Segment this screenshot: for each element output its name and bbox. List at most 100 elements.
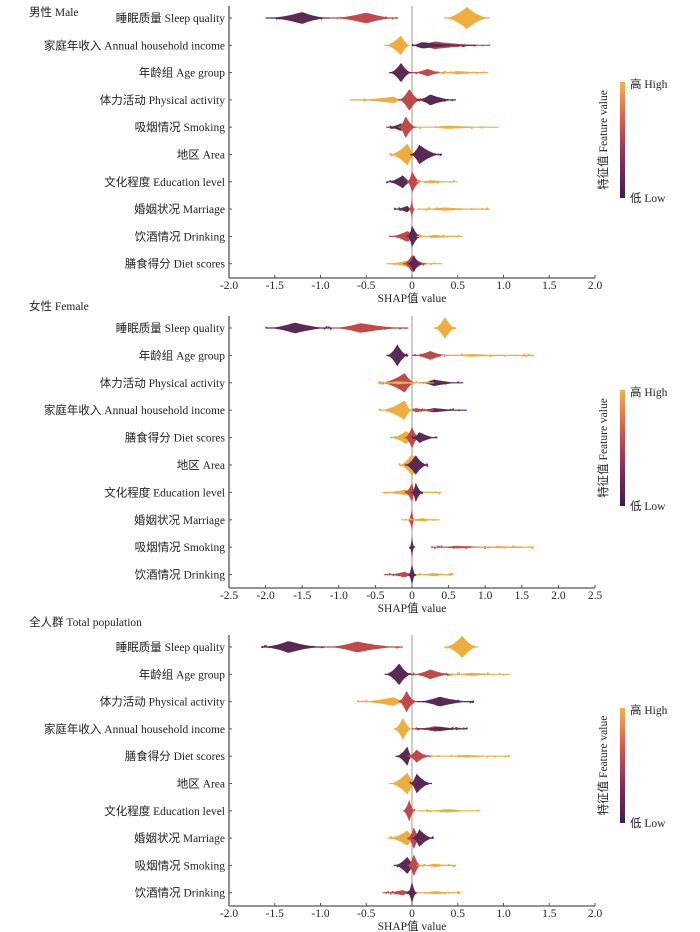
- shap-point: [426, 208, 428, 211]
- shap-point: [393, 836, 396, 838]
- shap-point: [381, 382, 384, 385]
- feature-label: 婚姻状况 Marriage: [134, 202, 225, 216]
- shap-point: [391, 17, 394, 20]
- shap-point: [389, 180, 392, 182]
- shap-point: [424, 836, 426, 838]
- shap-point: [400, 125, 403, 128]
- shap-point: [451, 573, 454, 575]
- swarm-segment-mid: [329, 12, 399, 24]
- shap-point: [443, 234, 445, 237]
- shap-point: [449, 71, 452, 73]
- shap-point: [394, 492, 396, 495]
- shap-point: [442, 99, 444, 102]
- swarm-segment-mid: [412, 351, 449, 360]
- shap-point: [378, 326, 381, 329]
- x-tick-label: -0.5: [357, 908, 375, 920]
- swarm-segment-high: [441, 354, 535, 357]
- feature-label: 婚姻状况 Marriage: [134, 831, 225, 845]
- shap-point: [437, 545, 439, 548]
- swarm-segment-high: [439, 71, 488, 75]
- shap-point: [312, 16, 314, 19]
- shap-point: [405, 181, 408, 184]
- shap-point: [406, 98, 409, 101]
- swarm-segment-high: [379, 381, 434, 385]
- feature-swarm: [395, 746, 510, 766]
- feature-swarm: [386, 255, 443, 273]
- x-axis-label: SHAP值 value: [378, 292, 447, 305]
- shap-point: [432, 235, 434, 237]
- shap-point: [404, 44, 406, 47]
- shap-point: [395, 837, 398, 840]
- shap-point: [387, 99, 390, 101]
- shap-point: [402, 207, 405, 210]
- shap-point: [261, 646, 264, 649]
- shap-point: [321, 646, 323, 649]
- shap-point: [469, 701, 472, 704]
- shap-point: [438, 546, 441, 548]
- swarm-segment-high: [416, 180, 458, 184]
- shap-point: [363, 328, 366, 330]
- shap-point: [436, 235, 438, 238]
- shap-point: [394, 728, 397, 731]
- shap-point: [411, 863, 413, 866]
- shap-point: [414, 236, 417, 238]
- shap-point: [420, 465, 423, 467]
- shap-point: [412, 700, 415, 703]
- shap-point: [430, 45, 433, 47]
- shap-point: [398, 125, 401, 128]
- shap-point: [432, 519, 434, 521]
- feature-swarm: [393, 854, 456, 876]
- shap-point: [437, 892, 440, 894]
- feature-swarm: [398, 454, 429, 476]
- shap-point: [395, 17, 398, 19]
- shap-point: [414, 892, 417, 895]
- shap-point: [295, 327, 298, 329]
- shap-point: [450, 728, 453, 731]
- feature-swarm: [261, 636, 478, 658]
- shap-point: [475, 16, 477, 19]
- shap-point: [401, 208, 404, 211]
- shap-point: [411, 125, 414, 128]
- shap-point: [308, 327, 310, 330]
- shap-point: [394, 437, 397, 439]
- shap-point: [470, 127, 473, 129]
- shap-point: [476, 809, 479, 812]
- shap-point: [421, 436, 424, 439]
- feature-swarm: [356, 690, 475, 713]
- shap-point: [395, 70, 398, 73]
- shap-point: [415, 436, 418, 438]
- shap-point: [457, 755, 460, 758]
- shap-point: [457, 699, 460, 702]
- panel-title: 女性 Female: [29, 299, 89, 313]
- feature-swarm: [386, 170, 458, 193]
- shap-point: [451, 674, 453, 677]
- shap-point: [402, 436, 405, 439]
- shap-point: [439, 99, 441, 102]
- shap-point: [465, 547, 468, 549]
- shap-point: [440, 45, 442, 47]
- x-tick-label: 0: [409, 280, 415, 292]
- shap-point: [413, 808, 416, 811]
- shap-point: [408, 127, 411, 129]
- shap-point: [462, 45, 464, 48]
- feature-label: 睡眠质量 Sleep quality: [116, 12, 225, 25]
- shap-point: [437, 208, 439, 210]
- shap-point: [429, 409, 432, 411]
- shap-point: [403, 783, 406, 785]
- shap-point: [403, 755, 405, 757]
- shap-point: [395, 408, 398, 411]
- shap-point: [425, 181, 427, 184]
- shap-point: [405, 262, 408, 264]
- colorbar-high-label: 高 High: [630, 77, 668, 91]
- shap-point: [422, 70, 424, 73]
- feature-label: 膳食得分 Diet scores: [125, 749, 226, 763]
- x-tick-label: -2.0: [256, 590, 274, 602]
- shap-point: [354, 17, 357, 19]
- colorbar-low-label: 低 Low: [630, 500, 666, 513]
- shap-point: [409, 781, 412, 784]
- shap-point: [400, 355, 403, 358]
- colorbar: [620, 82, 625, 198]
- shap-point: [421, 838, 423, 840]
- shap-point: [480, 16, 483, 19]
- shap-point: [423, 408, 425, 411]
